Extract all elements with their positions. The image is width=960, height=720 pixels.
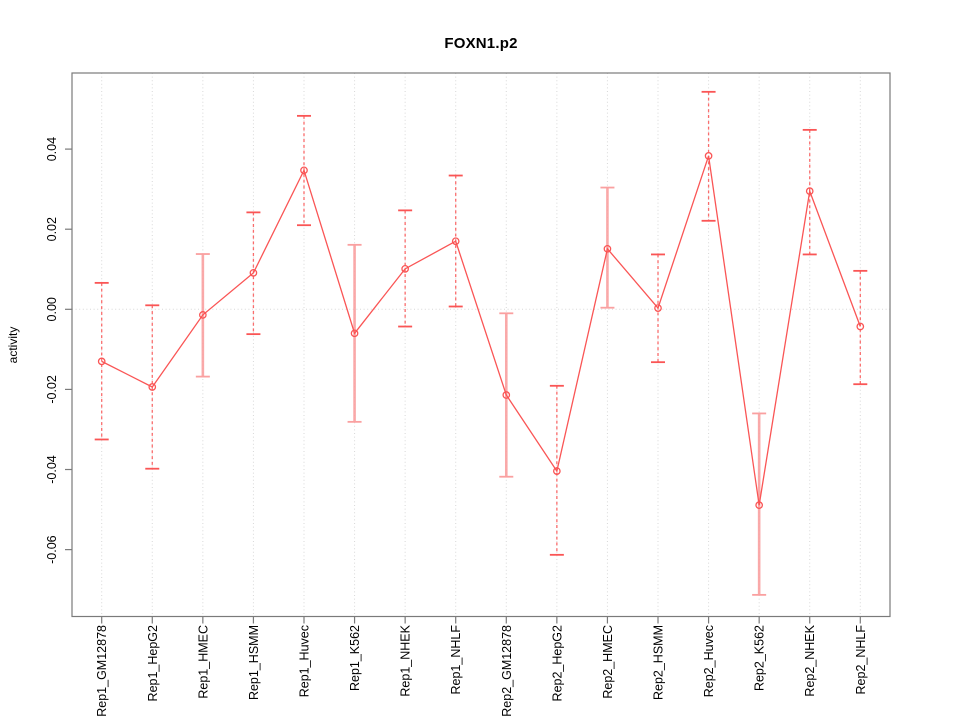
- x-tick-label: Rep2_K562: [753, 625, 767, 691]
- data-point: [148, 383, 157, 391]
- data-point: [856, 322, 865, 331]
- data-point: [704, 152, 713, 160]
- data-point: [654, 304, 662, 312]
- data-point: [603, 244, 612, 253]
- data-point: [350, 329, 359, 338]
- y-tick-label: 0.00: [45, 297, 59, 321]
- series-polyline: [101, 155, 861, 506]
- x-tick-label: Rep1_HMEC: [196, 625, 210, 699]
- x-tick-label: Rep1_HSMM: [247, 625, 261, 700]
- markers: [97, 152, 865, 510]
- y-axis-title: activity: [6, 326, 20, 364]
- x-tick-label: Rep2_GM12878: [500, 625, 514, 717]
- x-tick-label: Rep1_GM12878: [95, 625, 109, 717]
- x-tick-label: Rep1_Huvec: [297, 625, 311, 697]
- x-axis: Rep1_GM12878 Rep1_HepG2 Rep1_HMEC Rep1_HSMM…: [95, 616, 868, 717]
- y-tick-label: -0.04: [45, 455, 59, 484]
- x-tick-label: Rep2_HMEC: [601, 625, 615, 699]
- data-point: [755, 501, 764, 510]
- x-tick-label: Rep1_NHEK: [399, 624, 413, 696]
- x-tick-label: Rep2_HSMM: [652, 625, 666, 700]
- x-tick-label: Rep1_NHLF: [449, 625, 463, 695]
- plot-border: [71, 72, 891, 618]
- x-tick-label: Rep1_HepG2: [146, 625, 160, 701]
- data-point: [805, 187, 814, 196]
- x-tick-label: Rep2_NHEK: [803, 624, 817, 696]
- y-tick-label: -0.06: [45, 535, 59, 564]
- error-bars: [94, 90, 868, 596]
- data-point: [198, 311, 207, 319]
- y-tick-label: 0.04: [45, 137, 59, 161]
- series-line: [101, 155, 861, 506]
- data-point: [97, 357, 106, 366]
- y-axis: -0.06 -0.04 -0.02 0.00 0.02 0.04: [45, 137, 72, 564]
- data-point: [249, 269, 258, 277]
- x-tick-label: Rep1_K562: [348, 625, 362, 691]
- chart-title: FOXN1.p2: [444, 35, 518, 52]
- data-point: [401, 265, 409, 273]
- x-tick-label: Rep2_Huvec: [702, 625, 716, 697]
- gridlines: [72, 73, 890, 617]
- data-point: [300, 166, 308, 175]
- data-point: [451, 237, 460, 246]
- x-tick-label: Rep2_NHLF: [854, 625, 868, 695]
- data-point: [553, 467, 561, 475]
- data-point: [502, 391, 511, 399]
- y-tick-label: -0.02: [45, 375, 59, 404]
- x-tick-label: Rep2_HepG2: [550, 625, 564, 701]
- plot-box: [71, 72, 891, 618]
- y-tick-label: 0.02: [45, 217, 59, 241]
